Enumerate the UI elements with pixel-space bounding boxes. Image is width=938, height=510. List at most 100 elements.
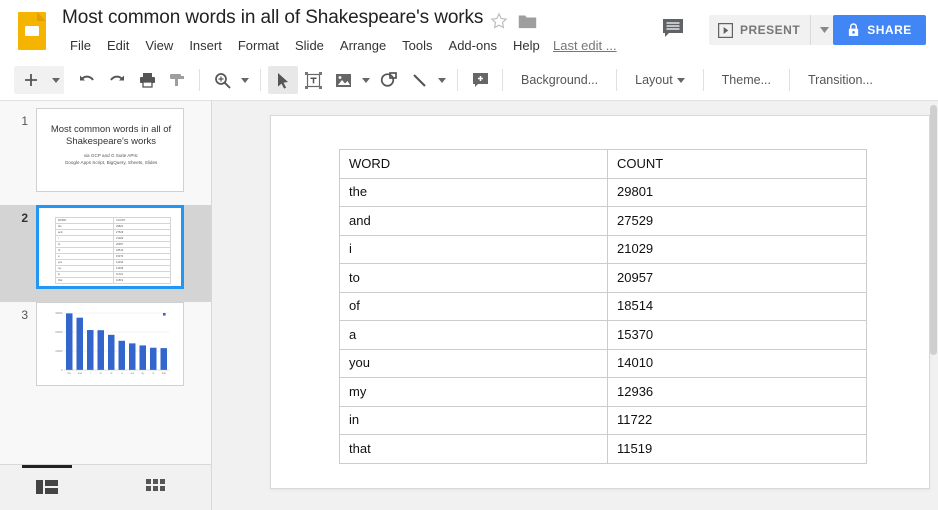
insert-image-button[interactable]: [328, 66, 358, 94]
table-row[interactable]: in 11722: [339, 405, 867, 435]
zoom-dropdown[interactable]: [237, 66, 253, 94]
menu-item-format[interactable]: Format: [237, 38, 279, 53]
menu-item-tools[interactable]: Tools: [402, 38, 433, 53]
shape-icon: [380, 71, 397, 87]
grid-view-button[interactable]: [145, 478, 167, 496]
current-slide[interactable]: WORD COUNT the 29801 and 27529 i 21029 to 20957 of…: [270, 115, 930, 489]
table-cell-count[interactable]: 21029: [607, 234, 867, 264]
table-cell-word[interactable]: to: [339, 263, 608, 293]
menu-item-insert[interactable]: Insert: [189, 38, 222, 53]
table-header-cell[interactable]: WORD: [339, 149, 608, 179]
toolbar-divider: [789, 69, 790, 91]
play-icon: [718, 22, 733, 38]
menu-item-edit[interactable]: Edit: [106, 38, 130, 53]
table-cell-word[interactable]: and: [339, 206, 608, 236]
star-icon[interactable]: [490, 12, 508, 30]
table-row[interactable]: to 20957: [339, 263, 867, 293]
menu-item-arrange[interactable]: Arrange: [339, 38, 387, 53]
slide-filmstrip-panel[interactable]: 1 Most common words in all of Shakespear…: [0, 101, 212, 464]
toolbar-divider: [260, 69, 261, 91]
last-edit-link[interactable]: Last edit ...: [553, 38, 617, 53]
menu-item-help[interactable]: Help: [512, 38, 540, 53]
menu-bar: File Edit View Insert Format Slide Arran…: [62, 36, 548, 55]
share-button[interactable]: SHARE: [833, 15, 926, 45]
menu-item-view[interactable]: View: [145, 38, 174, 53]
table-row[interactable]: i 21029: [339, 234, 867, 264]
table-row[interactable]: you 14010: [339, 348, 867, 378]
table-cell-count[interactable]: 14010: [607, 348, 867, 378]
table-cell-count[interactable]: 11722: [607, 405, 867, 435]
present-button-group[interactable]: PRESENT: [709, 15, 839, 45]
zoom-button[interactable]: [207, 66, 237, 94]
present-button[interactable]: PRESENT: [709, 15, 810, 45]
caret-down-icon: [362, 77, 370, 83]
new-slide-button[interactable]: [14, 66, 48, 94]
theme-button[interactable]: Theme...: [721, 73, 771, 87]
table-cell-count[interactable]: 29801: [607, 177, 867, 207]
thumb-table-row: that 11519: [55, 277, 171, 284]
table-cell-word[interactable]: of: [339, 291, 608, 321]
canvas-vertical-scrollbar[interactable]: [930, 105, 937, 355]
table-header-cell[interactable]: COUNT: [607, 149, 867, 179]
filmstrip-view-button[interactable]: [36, 478, 58, 496]
slide-editing-canvas-area[interactable]: WORD COUNT the 29801 and 27529 i 21029 to 20957 of…: [212, 101, 938, 510]
table-row[interactable]: the 29801: [339, 177, 867, 207]
menu-item-file[interactable]: File: [70, 38, 91, 53]
transition-button[interactable]: Transition...: [808, 73, 873, 87]
undo-button[interactable]: [72, 66, 102, 94]
table-cell-word[interactable]: the: [339, 177, 608, 207]
table-cell-count[interactable]: 27529: [607, 206, 867, 236]
layout-button[interactable]: Layout: [624, 67, 696, 93]
print-button[interactable]: [132, 66, 162, 94]
main-toolbar: Background... Layout Theme... Transition…: [0, 60, 938, 101]
comment-icon[interactable]: [662, 18, 684, 38]
redo-button[interactable]: [102, 66, 132, 94]
table-row[interactable]: a 15370: [339, 320, 867, 350]
slide-number-1: 1: [21, 114, 28, 128]
table-cell-count[interactable]: 18514: [607, 291, 867, 321]
slide-thumbnail-canvas-2[interactable]: WORD COUNT the 29801 and 27529 i 21029 to 20957 of…: [36, 205, 184, 289]
add-comment-button[interactable]: [465, 66, 495, 94]
table-row[interactable]: my 12936: [339, 377, 867, 407]
word-count-table: WORD COUNT the 29801 and 27529 i 21029 to 20957 of…: [339, 149, 867, 464]
table-cell-count[interactable]: 15370: [607, 320, 867, 350]
table-row[interactable]: and 27529: [339, 206, 867, 236]
thumb-subtitle-text: via GCP and G Suite APIs: Google Apps Sc…: [64, 153, 158, 165]
slide-thumbnail-3[interactable]: 3 0 10000 20000 30000 the and i to of a you my in tha…: [0, 302, 211, 399]
slide-thumbnail-1[interactable]: 1 Most common words in all of Shakespear…: [0, 108, 211, 205]
thumb-table-cell: that: [55, 277, 114, 284]
line-button[interactable]: [404, 66, 434, 94]
paint-format-button[interactable]: [162, 66, 192, 94]
table-cell-word[interactable]: that: [339, 434, 608, 464]
svg-text:30000: 30000: [55, 311, 63, 315]
table-cell-count[interactable]: 11519: [607, 434, 867, 464]
table-row[interactable]: of 18514: [339, 291, 867, 321]
print-icon: [139, 73, 155, 88]
slide-number-2: 2: [21, 211, 28, 225]
new-slide-dropdown[interactable]: [48, 66, 64, 94]
menu-item-add-ons[interactable]: Add-ons: [448, 38, 497, 53]
menu-item-slide[interactable]: Slide: [295, 38, 324, 53]
background-button[interactable]: Background...: [521, 73, 599, 87]
table-cell-word[interactable]: my: [339, 377, 608, 407]
table-cell-word[interactable]: i: [339, 234, 608, 264]
line-dropdown[interactable]: [434, 66, 450, 94]
folder-icon[interactable]: [518, 13, 537, 29]
caret-down-icon: [241, 77, 249, 83]
shape-button[interactable]: [374, 66, 404, 94]
document-title[interactable]: Most common words in all of Shakespeare'…: [62, 7, 484, 28]
slide-thumbnail-2[interactable]: 2 WORD COUNT the 29801 and 27529 i 21029 to 20957…: [0, 205, 211, 302]
plus-icon: [25, 74, 37, 86]
insert-image-dropdown[interactable]: [358, 66, 374, 94]
slide-thumbnail-canvas-1[interactable]: Most common words in all of Shakespeare'…: [36, 108, 184, 192]
table-cell-word[interactable]: in: [339, 405, 608, 435]
text-box-button[interactable]: [298, 66, 328, 94]
table-cell-word[interactable]: you: [339, 348, 608, 378]
table-row[interactable]: that 11519: [339, 434, 867, 464]
slide-thumbnail-canvas-3[interactable]: 0 10000 20000 30000 the and i to of a you my in that: [36, 302, 184, 386]
select-tool-button[interactable]: [268, 66, 298, 94]
table-cell-word[interactable]: a: [339, 320, 608, 350]
table-cell-count[interactable]: 12936: [607, 377, 867, 407]
present-dropdown-button[interactable]: [811, 15, 838, 45]
table-cell-count[interactable]: 20957: [607, 263, 867, 293]
